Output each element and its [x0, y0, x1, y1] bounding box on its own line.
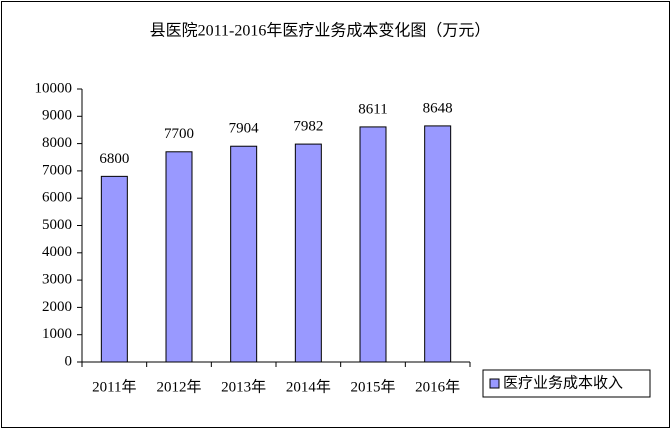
x-tick-label: 2012年 [156, 378, 201, 395]
bar [294, 143, 322, 363]
y-tick-label: 8000 [42, 135, 72, 151]
chart-title: 县医院2011-2016年医疗业务成本变化图（万元） [150, 22, 491, 40]
legend-label: 医疗业务成本收入 [503, 374, 623, 391]
y-tick-label: 7000 [42, 162, 72, 178]
x-tick-label: 2013年 [221, 378, 266, 395]
bar [165, 151, 193, 363]
data-label: 6800 [99, 151, 129, 167]
data-label: 8648 [423, 100, 453, 116]
bar [230, 145, 258, 363]
y-tick-label: 6000 [42, 190, 72, 206]
legend-box [482, 369, 651, 398]
data-label: 7982 [293, 119, 323, 135]
y-tick-label: 5000 [42, 217, 72, 233]
x-tick-label: 2016年 [415, 378, 460, 395]
bar [424, 125, 452, 363]
data-label: 7904 [229, 121, 260, 137]
data-label: 8611 [358, 101, 387, 117]
x-tick-label: 2011年 [92, 378, 136, 395]
bar [359, 126, 387, 363]
y-tick-label: 4000 [42, 244, 72, 260]
data-label: 7700 [164, 126, 194, 142]
y-tick-label: 2000 [42, 299, 72, 315]
x-tick-label: 2014年 [286, 378, 331, 395]
y-tick-label: 3000 [42, 272, 72, 288]
legend-swatch [489, 378, 500, 389]
y-tick-label: 1000 [42, 326, 72, 342]
bar [100, 175, 128, 363]
y-tick-label: 9000 [42, 108, 72, 124]
x-tick-label: 2015年 [350, 378, 395, 395]
y-tick-label: 0 [65, 353, 73, 369]
y-tick-label: 10000 [35, 80, 73, 96]
